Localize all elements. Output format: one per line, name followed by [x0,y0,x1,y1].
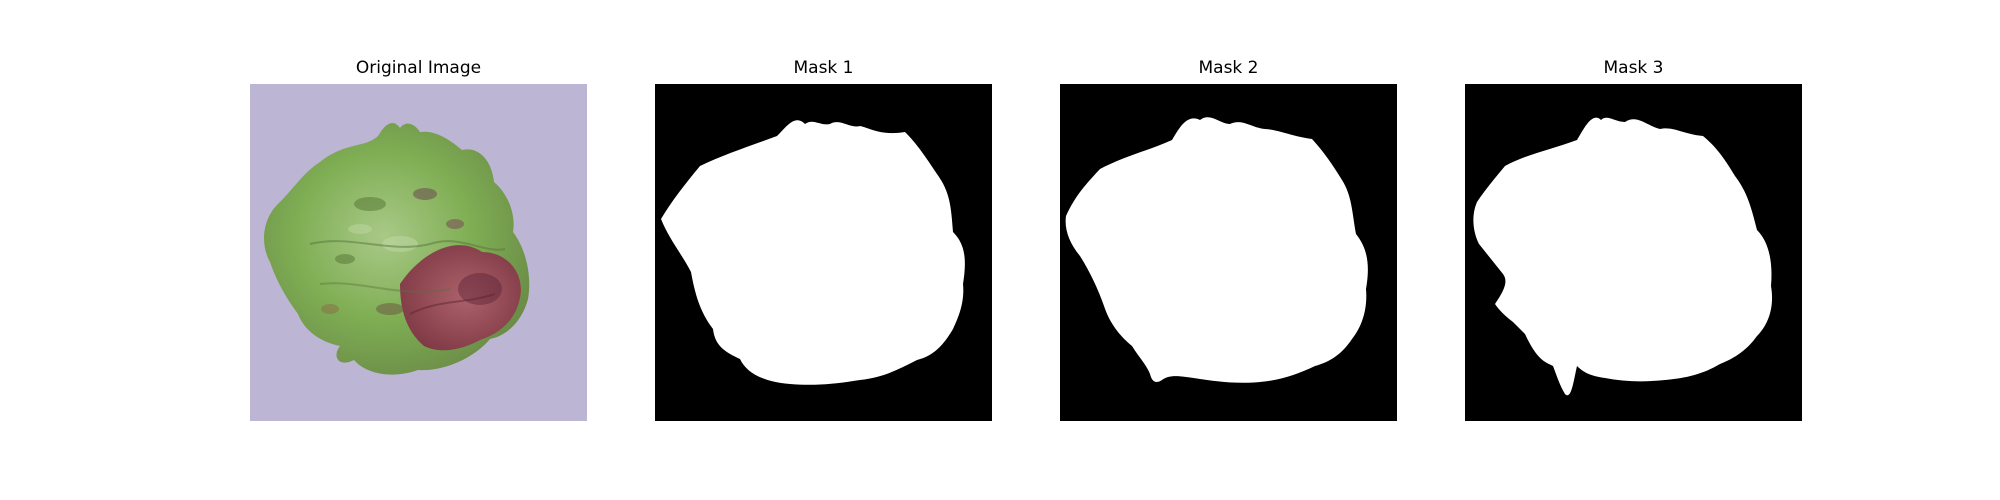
mask-2-image [1060,84,1397,421]
panel-title: Mask 2 [1198,58,1259,78]
panel-title: Mask 3 [1603,58,1664,78]
mask-3-image [1465,84,1802,421]
panel-title: Mask 1 [793,58,854,78]
panel-title: Original Image [355,58,482,78]
mask-1-image [655,84,992,421]
original-image [250,84,587,421]
